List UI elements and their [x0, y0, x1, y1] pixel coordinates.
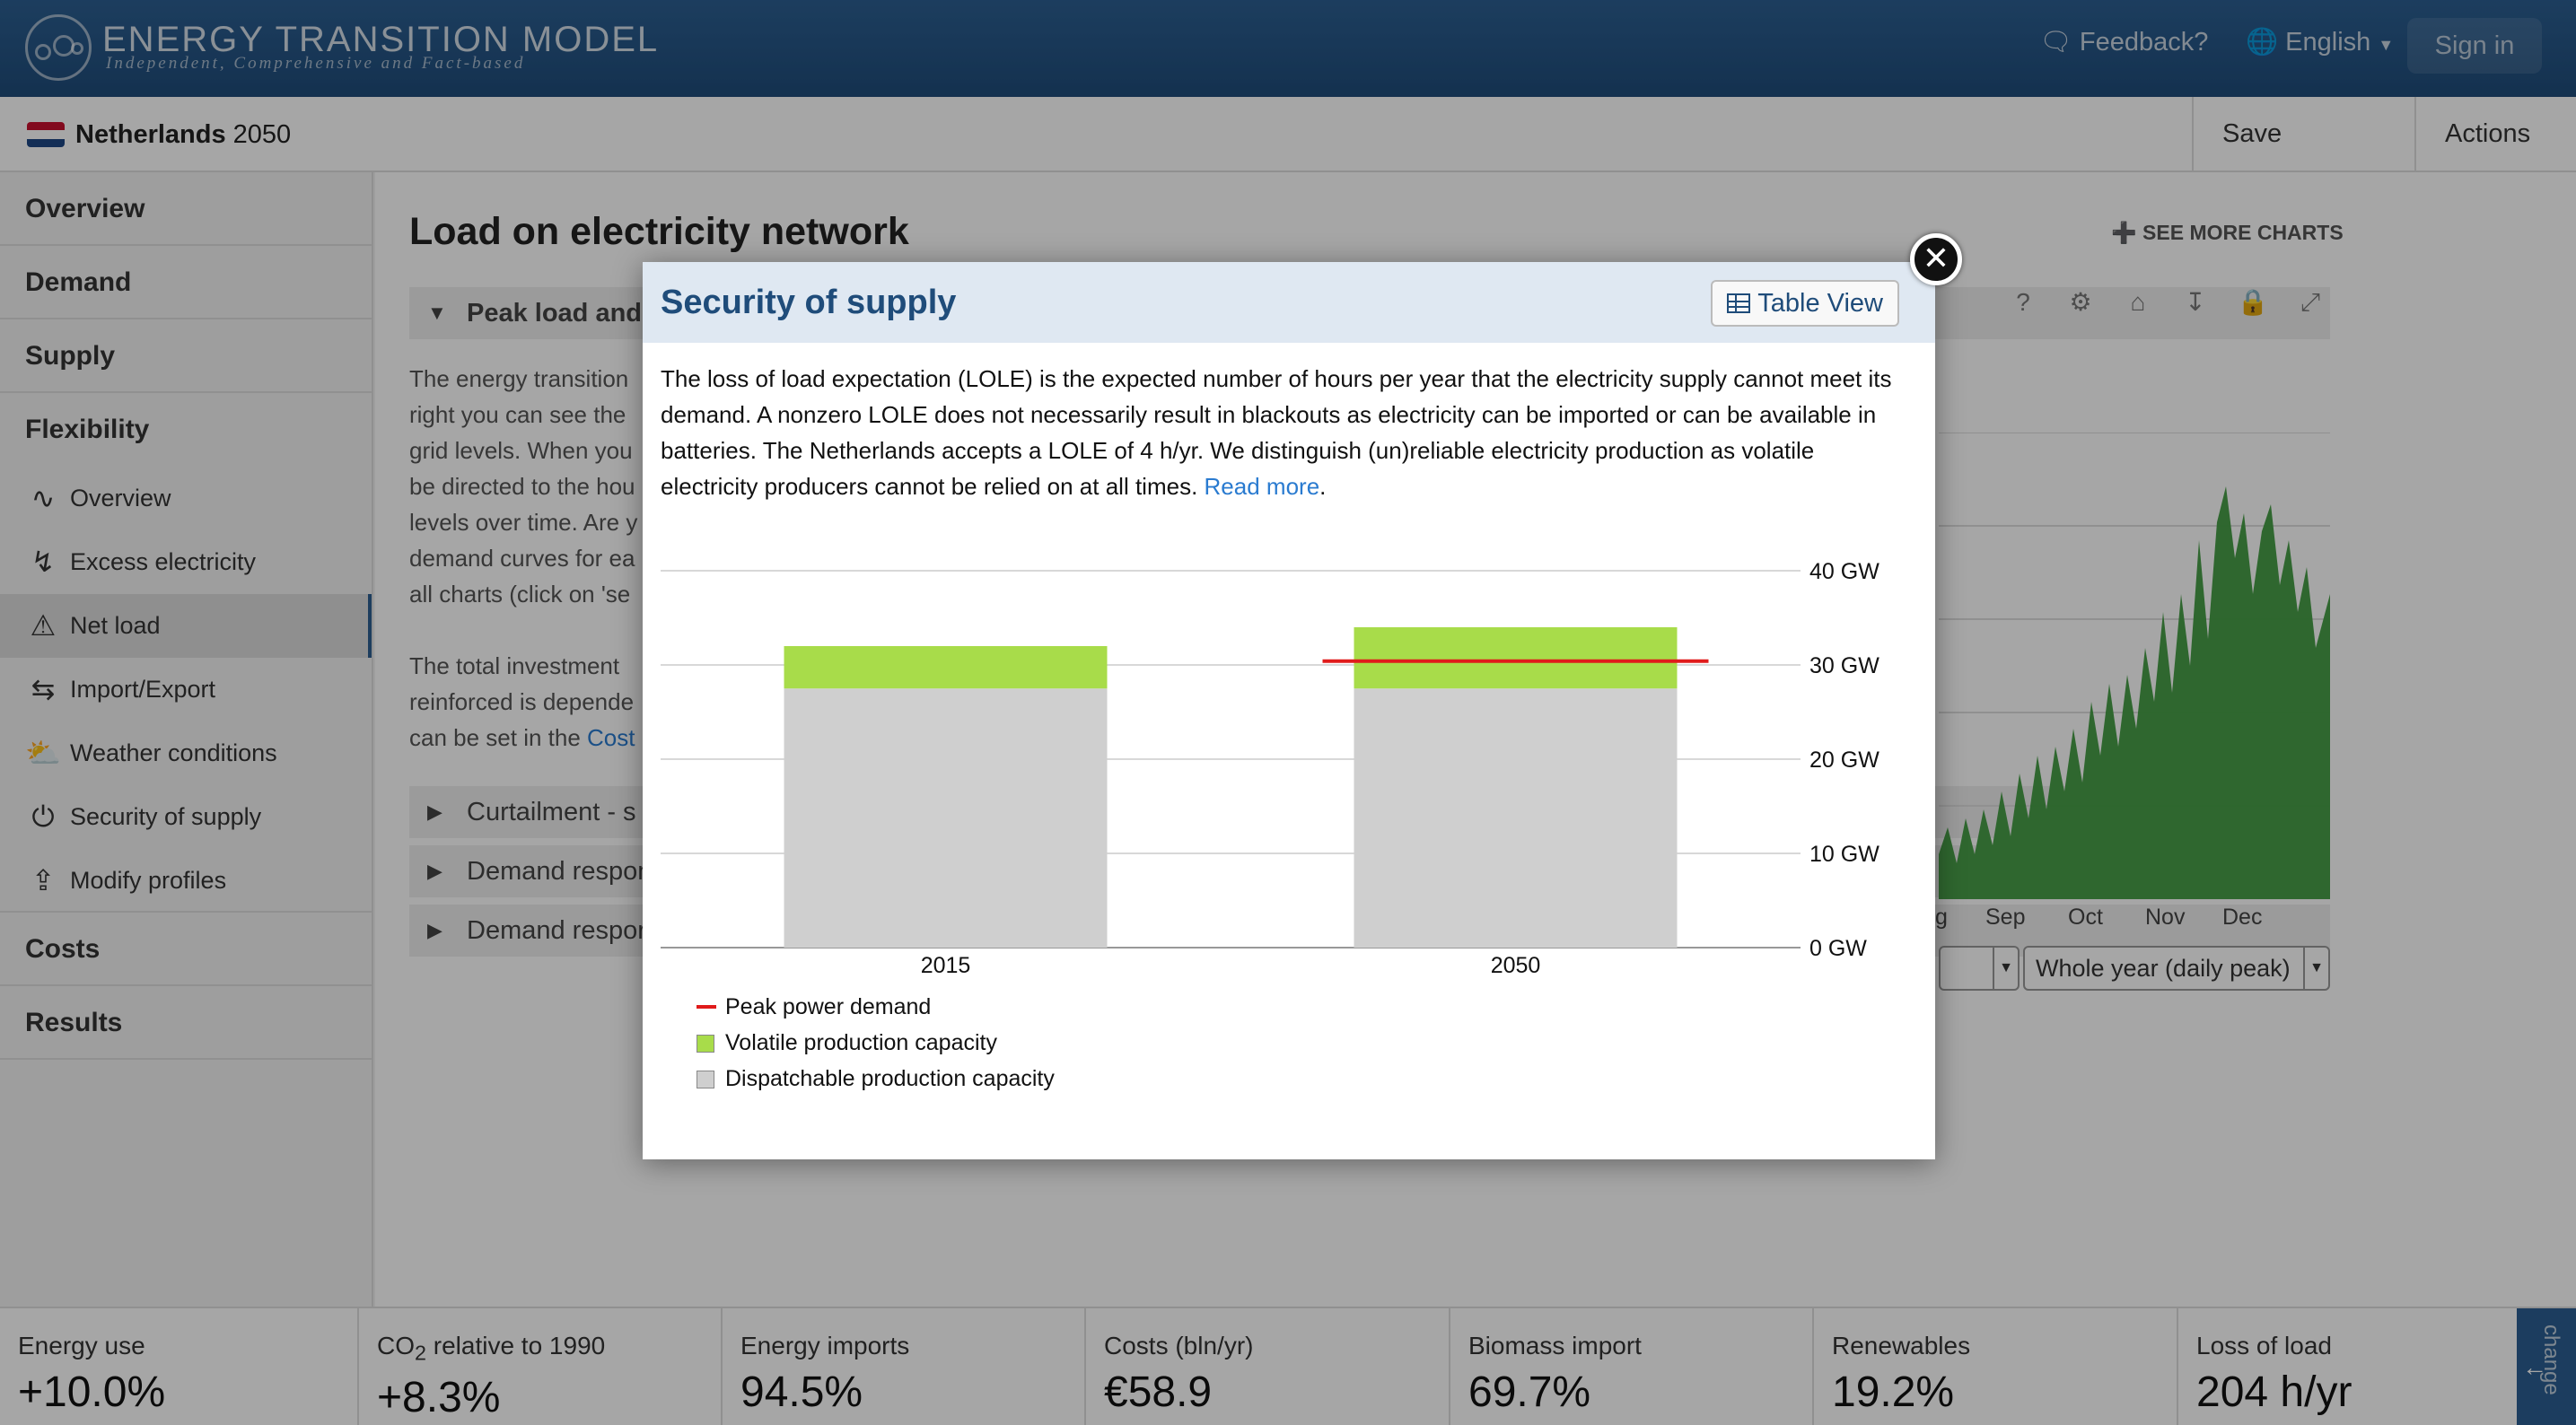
sidebar-subitem-modify-profiles[interactable]: ⇪ Modify profiles — [0, 849, 372, 913]
bar-volatile-production-capacity-2050 — [1354, 627, 1678, 689]
wave-icon: ∿ — [31, 482, 56, 514]
caret-down-icon: ▼ — [2378, 36, 2395, 54]
period-select[interactable]: Whole year (daily peak) ▼ — [2023, 946, 2330, 991]
feedback-link[interactable]: 🗨 Feedback? — [2039, 28, 2209, 57]
net-load-area-chart — [1939, 433, 2330, 899]
y-tick-label: 0 GW — [1809, 936, 1867, 961]
kpi-loss-of-load[interactable]: Loss of load 204 h/yr — [2196, 1332, 2353, 1416]
month-label: Nov — [2145, 905, 2186, 930]
intro-paragraph: The energy transition right you can see t… — [409, 365, 638, 608]
sidebar-subitem-weather-conditions[interactable]: ⛅ Weather conditions — [0, 721, 372, 785]
legend-swatch — [697, 1071, 714, 1088]
caret-down-icon: ▼ — [2303, 948, 2328, 989]
sidebar-subitem-excess-electricity[interactable]: ↯ Excess electricity — [0, 530, 372, 594]
change-kpis-tab[interactable]: ← change — [2517, 1308, 2576, 1425]
kpi-energy-imports[interactable]: Energy imports 94.5% — [723, 1308, 1086, 1425]
download-icon[interactable]: ↧ — [2185, 288, 2206, 316]
modal-description: The loss of load expectation (LOLE) is t… — [661, 365, 1892, 500]
sidebar-item-results[interactable]: Results — [0, 986, 372, 1060]
sidebar-subitem-overview[interactable]: ∿ Overview — [0, 467, 372, 530]
sidebar-item-costs[interactable]: Costs — [0, 913, 372, 986]
legend-volatile-capacity[interactable]: Volatile production capacity — [697, 1025, 1055, 1061]
legend-dispatchable-capacity[interactable]: Dispatchable production capacity — [697, 1061, 1055, 1097]
cloud-sun-icon: ⛅ — [25, 737, 61, 769]
see-more-charts-link[interactable]: ➕ SEE MORE CHARTS — [2111, 221, 2344, 244]
month-label: Sep — [1985, 905, 2026, 930]
caret-down-icon: ▼ — [1993, 948, 2018, 989]
security-of-supply-modal: Security of supply Table View The loss o… — [643, 262, 1935, 1159]
settings-icon[interactable]: ⚙ — [2069, 288, 2092, 316]
caret-down-icon: ▼ — [427, 302, 447, 324]
etm-logo-icon[interactable] — [25, 14, 92, 81]
bar-dispatchable-production-capacity-2050 — [1354, 688, 1678, 948]
legend-swatch — [697, 1035, 714, 1053]
x-tick-label: 2015 — [921, 953, 971, 978]
language-menu[interactable]: 🌐 English ▼ — [2246, 28, 2395, 57]
sidebar-subitem-import-export[interactable]: ⇆ Import/Export — [0, 658, 372, 721]
sidebar-item-overview[interactable]: Overview — [0, 172, 372, 246]
month-label: Dec — [2222, 905, 2263, 930]
netherlands-flag-icon — [27, 122, 65, 147]
expand-icon[interactable]: ⤢ — [2300, 288, 2321, 316]
sidebar-subitem-net-load[interactable]: ⚠ Net load — [0, 594, 372, 658]
close-icon[interactable]: ✕ — [1910, 233, 1962, 285]
kpi-costs[interactable]: Costs (bln/yr) €58.9 — [1086, 1308, 1450, 1425]
legend-peak-power-demand[interactable]: Peak power demand — [697, 989, 1055, 1025]
lock-icon[interactable]: 🔒 — [2237, 288, 2269, 316]
kpi-co2[interactable]: CO2 relative to 1990 +8.3% — [359, 1308, 723, 1425]
table-view-button[interactable]: Table View — [1711, 280, 1899, 327]
y-tick-label: 10 GW — [1809, 842, 1879, 867]
security-of-supply-chart: 0 GW 10 GW 20 GW 30 GW 40 GW 2015 2050 — [661, 559, 1879, 978]
exchange-icon: ⇆ — [31, 673, 56, 705]
plus-square-icon: ➕ — [2111, 221, 2137, 244]
power-icon: ⏻ — [31, 800, 55, 833]
table-icon — [1727, 293, 1751, 313]
warning-icon: ⚠ — [30, 609, 57, 642]
logo-subtitle: Independent, Comprehensive and Fact-base… — [106, 54, 526, 73]
kpi-energy-use[interactable]: Energy use +10.0% — [0, 1308, 359, 1425]
x-tick-label: 2050 — [1491, 953, 1541, 978]
globe-icon: 🌐 — [2246, 28, 2279, 57]
month-label: g — [1935, 905, 1948, 930]
scenario-bar: Netherlands 2050 Save Scenario Actions ▼ — [0, 97, 2576, 222]
scenario-title[interactable]: Netherlands 2050 — [75, 120, 292, 149]
sidebar-item-demand[interactable]: Demand — [0, 246, 372, 319]
read-more-link[interactable]: Read more — [1204, 473, 1320, 500]
y-tick-label: 20 GW — [1809, 747, 1879, 773]
legend-line-swatch — [697, 1005, 716, 1009]
kpi-footer: Energy use +10.0% CO2 relative to 1990 +… — [0, 1307, 2576, 1425]
bar-dispatchable-production-capacity-2015 — [784, 688, 1108, 948]
bar-volatile-production-capacity-2015 — [784, 646, 1108, 689]
page-title: Load on electricity network — [409, 210, 909, 253]
home-icon[interactable]: ⌂ — [2130, 288, 2146, 316]
modal-title: Security of supply — [661, 284, 957, 321]
logo-title[interactable]: ENERGY TRANSITION MODEL — [102, 20, 660, 59]
bolt-icon: ↯ — [31, 546, 56, 578]
modal-header: Security of supply Table View — [643, 262, 1935, 343]
sidebar-item-flexibility[interactable]: Flexibility — [25, 415, 150, 444]
caret-right-icon: ▶ — [427, 860, 442, 882]
investment-paragraph: The total investment reinforced is depend… — [409, 652, 635, 751]
sidebar-item-supply[interactable]: Supply — [0, 319, 372, 393]
comments-icon: 🗨 — [2039, 28, 2072, 57]
sidebar-subitem-security-of-supply[interactable]: ⏻ Security of supply — [0, 785, 372, 849]
kpi-renewables[interactable]: Renewables 19.2% — [1814, 1308, 2178, 1425]
y-tick-label: 40 GW — [1809, 559, 1879, 584]
kpi-biomass-import[interactable]: Biomass import 69.7% — [1450, 1308, 1814, 1425]
chart-legend: Peak power demand Volatile production ca… — [697, 989, 1055, 1097]
sidebar: Overview Demand Supply Flexibility ∿ Ove… — [0, 172, 373, 1307]
caret-right-icon: ▶ — [427, 800, 442, 823]
month-label: Oct — [2068, 905, 2103, 930]
y-tick-label: 30 GW — [1809, 653, 1879, 678]
top-header: ENERGY TRANSITION MODEL Independent, Com… — [0, 0, 2576, 97]
help-icon[interactable]: ? — [2016, 288, 2030, 316]
upload-icon: ⇪ — [31, 864, 56, 896]
net-load-area — [1939, 486, 2330, 899]
caret-right-icon: ▶ — [427, 919, 442, 941]
sign-in-button[interactable]: Sign in — [2407, 18, 2542, 74]
level-select[interactable]: ▼ — [1939, 946, 2020, 991]
chart-toolbar: ? ⚙ ⌂ ↧ 🔒 ⤢ — [1994, 287, 2339, 318]
costs-link[interactable]: Cost — [587, 724, 635, 751]
arrow-left-icon: ← — [2522, 1353, 2547, 1381]
